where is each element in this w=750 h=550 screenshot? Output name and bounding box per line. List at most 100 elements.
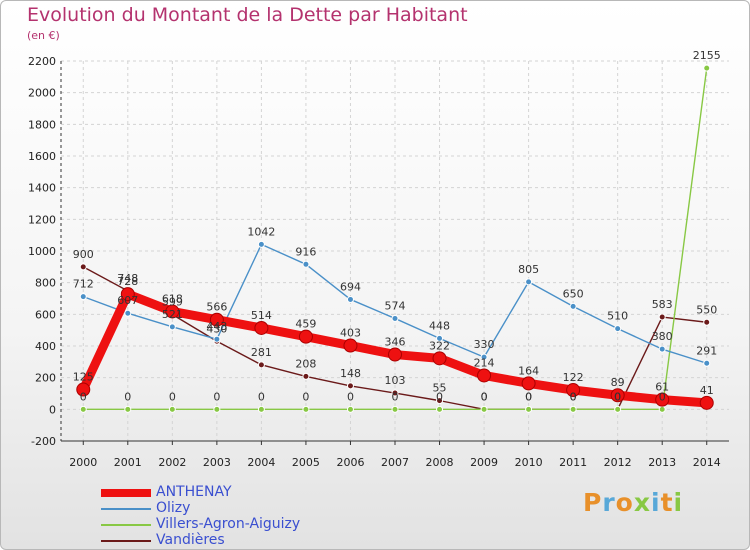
x-tick-label: 2002 — [158, 456, 186, 469]
data-label-olizy: 574 — [385, 299, 406, 312]
data-label-vandieres: 55 — [433, 382, 447, 395]
data-label-anthenay: 728 — [117, 275, 138, 288]
y-tick-label: 0 — [49, 403, 56, 416]
x-tick-label: 2003 — [203, 456, 231, 469]
data-label-olizy: 1042 — [247, 225, 275, 238]
data-label-vandieres: 599 — [162, 295, 183, 308]
data-label-olizy: 607 — [117, 294, 138, 307]
y-tick-label: 1600 — [28, 150, 56, 163]
series-point-anthenay — [343, 338, 358, 353]
series-point-vandieres — [257, 361, 265, 369]
data-label-vandieres: 0 — [570, 390, 577, 403]
series-point-olizy — [213, 335, 221, 343]
series-point-vandieres — [436, 397, 444, 405]
series-point-vandieres — [79, 263, 87, 271]
data-label-anthenay: 566 — [206, 301, 227, 314]
series-point-anthenay — [699, 395, 714, 410]
series-point-olizy — [658, 345, 666, 353]
data-label-vandieres: 430 — [206, 322, 227, 335]
data-label-anthenay: 41 — [700, 384, 714, 397]
x-tick-label: 2004 — [247, 456, 275, 469]
y-tick-label: 1000 — [28, 245, 56, 258]
series-point-villers-agron-aiguizy — [703, 64, 711, 72]
proxiti-logo: Proxiti — [583, 488, 683, 517]
series-point-anthenay — [165, 304, 180, 319]
logo-letter: t — [660, 488, 674, 517]
series-point-anthenay — [566, 383, 581, 398]
data-label-villers-agron-aiguizy: 0 — [614, 390, 621, 403]
series-point-villers-agron-aiguizy — [569, 405, 577, 413]
data-label-vandieres: 281 — [251, 346, 272, 359]
series-point-villers-agron-aiguizy — [346, 405, 354, 413]
series-point-villers-agron-aiguizy — [436, 405, 444, 413]
series-point-anthenay — [521, 376, 536, 391]
y-tick-label: 1800 — [28, 118, 56, 131]
y-tick-label: 800 — [35, 277, 56, 290]
x-tick-label: 2006 — [336, 456, 364, 469]
data-label-olizy: 330 — [474, 338, 495, 351]
data-label-olizy: 650 — [563, 287, 584, 300]
data-label-vandieres: 583 — [652, 298, 673, 311]
legend-label: ANTHENAY — [156, 484, 232, 500]
series-point-anthenay — [477, 368, 492, 383]
data-label-anthenay: 125 — [73, 371, 94, 384]
series-point-villers-agron-aiguizy — [614, 405, 622, 413]
x-tick-label: 2007 — [381, 456, 409, 469]
chart-subtitle: (en €) — [27, 29, 60, 42]
line-chart: -200020040060080010001200140016001800200… — [28, 49, 729, 469]
series-point-olizy — [569, 302, 577, 310]
series-point-olizy — [525, 278, 533, 286]
data-label-anthenay: 618 — [162, 292, 183, 305]
data-label-anthenay: 514 — [251, 309, 272, 322]
data-label-anthenay: 214 — [474, 356, 495, 369]
series-point-villers-agron-aiguizy — [525, 405, 533, 413]
y-tick-label: 1200 — [28, 213, 56, 226]
series-point-vandieres — [346, 382, 354, 390]
data-label-villers-agron-aiguizy: 0 — [436, 390, 443, 403]
data-label-villers-agron-aiguizy: 0 — [213, 390, 220, 403]
x-tick-label: 2011 — [559, 456, 587, 469]
series-point-anthenay — [76, 382, 91, 397]
data-label-villers-agron-aiguizy: 0 — [570, 390, 577, 403]
data-label-anthenay: 346 — [385, 336, 406, 349]
series-point-villers-agron-aiguizy — [79, 405, 87, 413]
series-point-olizy — [614, 325, 622, 333]
data-label-villers-agron-aiguizy: 0 — [124, 390, 131, 403]
series-point-vandieres — [658, 313, 666, 321]
x-tick-label: 2009 — [470, 456, 498, 469]
data-label-anthenay: 459 — [295, 318, 316, 331]
series-point-anthenay — [120, 287, 135, 302]
chart-title: Evolution du Montant de la Dette par Hab… — [27, 4, 468, 26]
data-label-villers-agron-aiguizy: 0 — [481, 390, 488, 403]
legend-label: Vandières — [156, 532, 225, 548]
data-label-olizy: 805 — [518, 263, 539, 276]
y-tick-label: 1400 — [28, 182, 56, 195]
legend-swatch — [101, 540, 151, 542]
legend-label: Olizy — [156, 500, 191, 516]
series-point-olizy — [168, 323, 176, 331]
data-label-anthenay: 61 — [655, 381, 669, 394]
series-point-villers-agron-aiguizy — [658, 405, 666, 413]
series-point-vandieres — [302, 372, 310, 380]
x-tick-label: 2008 — [426, 456, 454, 469]
data-label-olizy: 291 — [696, 344, 717, 357]
data-label-villers-agron-aiguizy: 0 — [347, 390, 354, 403]
y-tick-label: 200 — [35, 372, 56, 385]
series-point-anthenay — [388, 347, 402, 362]
data-label-vandieres: 550 — [696, 303, 717, 316]
data-label-villers-agron-aiguizy: 0 — [392, 390, 399, 403]
x-tick-label: 2005 — [292, 456, 320, 469]
data-label-anthenay: 122 — [563, 371, 584, 384]
data-label-vandieres: 900 — [73, 248, 94, 261]
legend-label: Villers-Agron-Aiguizy — [156, 516, 301, 532]
series-point-villers-agron-aiguizy — [213, 405, 221, 413]
data-label-anthenay: 322 — [429, 339, 450, 352]
y-tick-label: 2200 — [28, 55, 56, 68]
data-label-vandieres: 0 — [481, 390, 488, 403]
series-point-olizy — [703, 359, 711, 367]
series-point-olizy — [391, 314, 399, 322]
series-point-olizy — [79, 293, 87, 301]
series-point-olizy — [480, 353, 488, 361]
data-label-villers-agron-aiguizy: 0 — [659, 390, 666, 403]
